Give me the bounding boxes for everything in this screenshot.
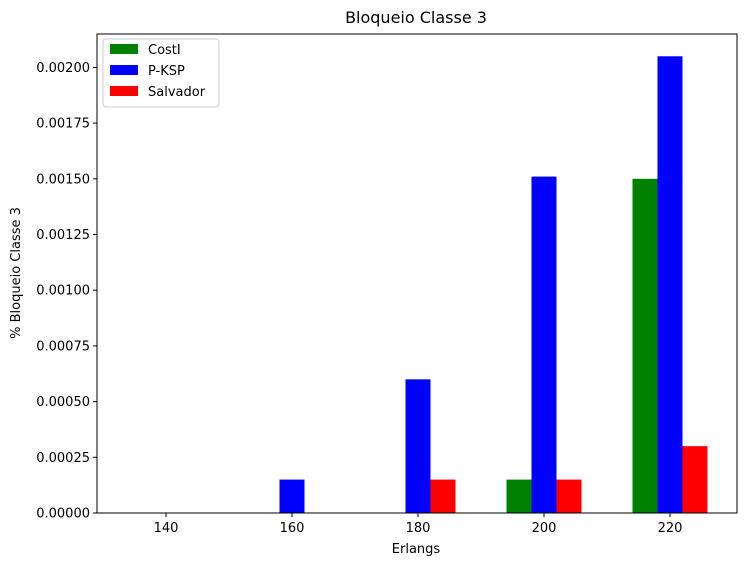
- y-axis-label: % Bloqueio Classe 3: [9, 207, 24, 339]
- y-tick-label: 0.00100: [36, 284, 90, 299]
- bar-p-ksp-200: [531, 176, 557, 513]
- plot-frame: [96, 33, 738, 514]
- y-axis-ticks: 0.00000 0.00025 0.00050 0.00075 0.00100 0.001…: [36, 61, 97, 522]
- legend-swatch-p-ksp: [110, 65, 138, 75]
- y-tick-label: 0.00175: [36, 117, 90, 132]
- bar-salvador-200: [556, 479, 582, 513]
- y-tick-label: 0.00075: [36, 339, 90, 354]
- x-tick-label: 160: [280, 521, 305, 536]
- x-tick-label: 180: [406, 521, 431, 536]
- bar-salvador-180: [430, 479, 456, 513]
- x-tick-label: 200: [532, 521, 557, 536]
- x-axis-label: Erlangs: [392, 542, 441, 557]
- bar-salvador-220: [682, 446, 708, 513]
- y-tick-label: 0.00025: [36, 451, 90, 466]
- bar-p-ksp-180: [405, 379, 431, 513]
- bar-costi-220: [632, 178, 658, 513]
- legend-label-costi: CostI: [148, 43, 181, 58]
- legend-swatch-costi: [110, 44, 138, 54]
- y-tick-label: 0.00125: [36, 228, 90, 243]
- bar-p-ksp-160: [279, 479, 305, 513]
- bar-p-ksp-220: [657, 56, 683, 514]
- legend-label-p-ksp: P-KSP: [148, 64, 185, 79]
- x-tick-label: 140: [154, 521, 179, 536]
- y-tick-label: 0.00150: [36, 172, 90, 187]
- bar-costi-200: [506, 479, 532, 513]
- legend-swatch-salvador: [110, 86, 138, 96]
- bars-group: [279, 56, 708, 514]
- y-tick-label: 0.00200: [36, 61, 90, 76]
- y-tick-label: 0.00000: [36, 507, 90, 522]
- chart-title: Bloqueio Classe 3: [345, 8, 487, 27]
- x-axis-ticks: 140 160 180 200 220: [154, 513, 683, 536]
- x-tick-label: 220: [658, 521, 683, 536]
- y-tick-label: 0.00050: [36, 395, 90, 410]
- legend: CostI P-KSP Salvador: [102, 38, 220, 108]
- legend-label-salvador: Salvador: [148, 85, 206, 100]
